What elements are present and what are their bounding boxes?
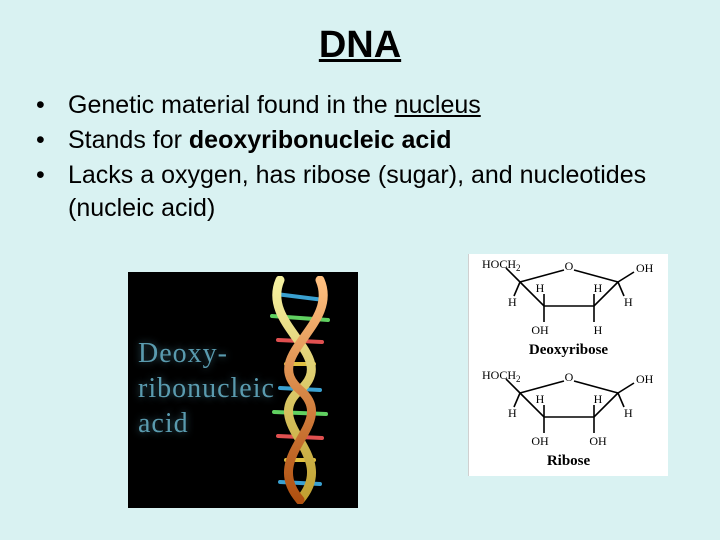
svg-text:HOCH: HOCH xyxy=(482,257,516,271)
bullet-text: Genetic material found in the nucleus xyxy=(68,89,690,122)
dna-helix-image: Deoxy- ribonucleic acid xyxy=(128,272,358,508)
svg-text:O: O xyxy=(564,259,573,273)
deoxyribose-structure: O HOCH2 OH H H OH H H H Deoxyribose xyxy=(469,254,668,365)
svg-text:H: H xyxy=(508,295,517,309)
bullet-list: • Genetic material found in the nucleus … xyxy=(0,89,720,225)
svg-text:HOCH: HOCH xyxy=(482,368,516,382)
deoxyribose-icon: O HOCH2 OH H H OH H H H xyxy=(474,256,664,340)
bullet-marker: • xyxy=(36,159,68,192)
slide-title: DNA xyxy=(0,0,720,89)
svg-text:H: H xyxy=(593,323,602,337)
svg-text:H: H xyxy=(508,406,517,420)
svg-text:H: H xyxy=(624,295,633,309)
bullet-text: Stands for deoxyribonucleic acid xyxy=(68,124,690,157)
sugar-structures-panel: O HOCH2 OH H H OH H H H Deoxyribose xyxy=(468,254,668,476)
bullet-marker: • xyxy=(36,124,68,157)
svg-text:OH: OH xyxy=(589,434,607,448)
deoxyribose-label: Deoxyribose xyxy=(473,340,664,365)
svg-text:OH: OH xyxy=(531,323,549,337)
svg-text:2: 2 xyxy=(516,374,521,384)
helix-caption: Deoxy- ribonucleic acid xyxy=(138,336,275,441)
bullet-marker: • xyxy=(36,89,68,122)
bullet-item: • Stands for deoxyribonucleic acid xyxy=(36,124,690,157)
svg-text:O: O xyxy=(564,370,573,384)
svg-text:H: H xyxy=(535,392,544,406)
ribose-icon: O HOCH2 OH H H OH OH H H xyxy=(474,367,664,451)
bullet-text: Lacks a oxygen, has ribose (sugar), and … xyxy=(68,159,690,225)
svg-text:H: H xyxy=(593,392,602,406)
svg-text:2: 2 xyxy=(516,263,521,273)
svg-text:OH: OH xyxy=(531,434,549,448)
svg-text:H: H xyxy=(535,281,544,295)
svg-text:OH: OH xyxy=(636,261,654,275)
bullet-item: • Lacks a oxygen, has ribose (sugar), an… xyxy=(36,159,690,225)
ribose-label: Ribose xyxy=(473,451,664,476)
ribose-structure: O HOCH2 OH H H OH OH H H Ribose xyxy=(469,365,668,476)
svg-text:H: H xyxy=(593,281,602,295)
bullet-item: • Genetic material found in the nucleus xyxy=(36,89,690,122)
svg-text:H: H xyxy=(624,406,633,420)
svg-text:OH: OH xyxy=(636,372,654,386)
